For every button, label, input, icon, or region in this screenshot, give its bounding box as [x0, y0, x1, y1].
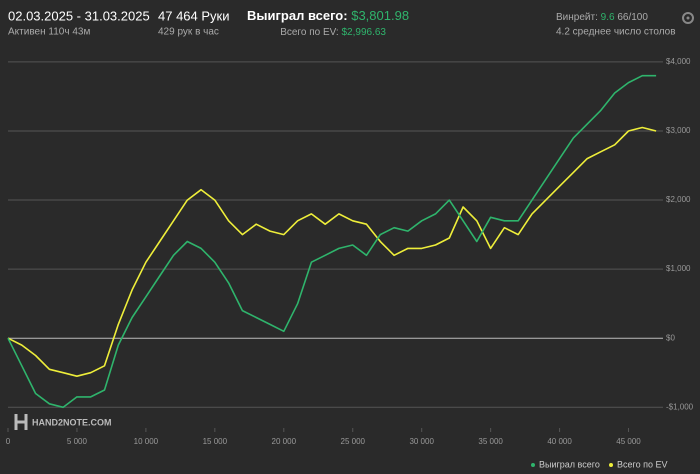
tables: 4.2 среднее число столов [556, 27, 676, 38]
winrate: Винрейт: 9.6 66/100 [556, 12, 648, 23]
y-tick-label: $2,000 [666, 195, 691, 204]
legend-label: Всего по EV [617, 459, 667, 469]
settings-icon[interactable] [682, 12, 694, 24]
ev-value: $2,996.63 [342, 27, 387, 38]
gear[interactable] [682, 12, 694, 24]
watermark: HAND2NOTE.COM [14, 414, 112, 430]
period: 02.03.2025 - 31.03.2025 [8, 8, 150, 23]
legend: Выиграл всего Всего по EV [531, 459, 667, 469]
series-line [7, 126, 657, 377]
legend-label: Выиграл всего [539, 459, 600, 469]
ev-label: Всего по EV: $2,996.63 [280, 27, 386, 38]
x-tick-label: 25 000 [341, 437, 366, 446]
legend-swatch [531, 463, 535, 467]
won-value: $3,801.98 [351, 8, 409, 23]
x-tick-label: 30 000 [409, 437, 434, 446]
x-tick-label: 40 000 [547, 437, 572, 446]
y-tick-label: $3,000 [666, 126, 691, 135]
winrate-label: Винрейт: [556, 12, 598, 23]
x-tick-label: 15 000 [203, 437, 228, 446]
y-tick-label: -$1,000 [666, 402, 694, 411]
active-time: Активен 110ч 43м [8, 27, 90, 38]
x-tick-label: 45 000 [616, 437, 641, 446]
winrate-value: 9.6 [601, 12, 615, 23]
won-label: Выиграл всего: $3,801.98 [247, 8, 409, 23]
legend-swatch [609, 463, 613, 467]
x-tick-label: 35 000 [478, 437, 503, 446]
x-tick-label: 0 [6, 437, 11, 446]
won-label-text: Выиграл всего: [247, 8, 348, 23]
y-tick-label: $1,000 [666, 264, 691, 273]
watermark-text: HAND2NOTE.COM [32, 417, 112, 427]
watermark-logo [14, 414, 28, 430]
x-tick-label: 20 000 [272, 437, 297, 446]
winrate-sample: 66/100 [617, 12, 648, 23]
y-tick-label: $0 [666, 333, 675, 342]
series-line [7, 74, 657, 409]
y-tick-label: $4,000 [666, 57, 691, 66]
gear-center[interactable] [686, 16, 690, 20]
x-tick-label: 5 000 [67, 437, 88, 446]
ev-label-text: Всего по EV: [280, 27, 339, 38]
hands-rate: 429 рук в час [158, 27, 219, 38]
x-tick-label: 10 000 [134, 437, 159, 446]
hands: 47 464 Руки [158, 8, 230, 23]
